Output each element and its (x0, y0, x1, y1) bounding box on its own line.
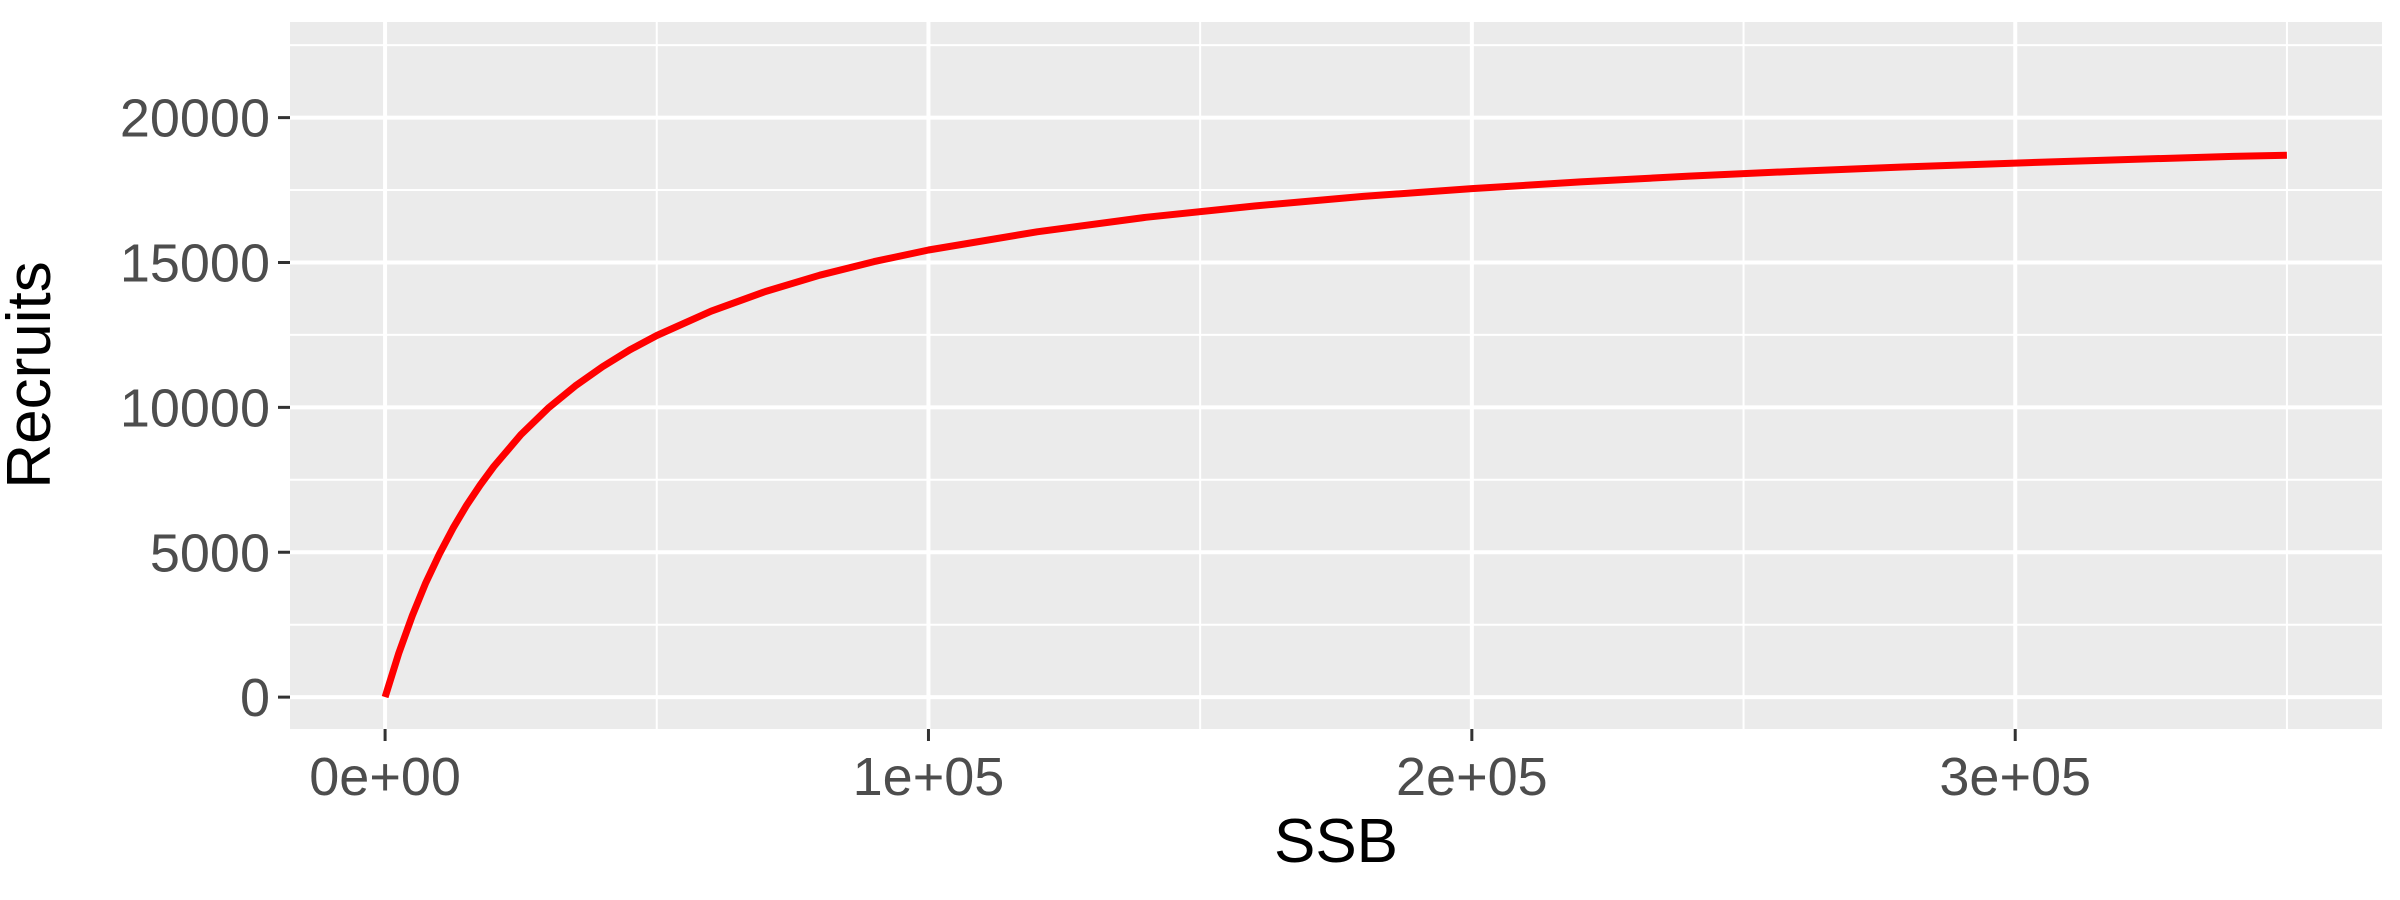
plot-panel (290, 22, 2382, 729)
x-tick-label: 3e+05 (1939, 747, 2091, 807)
y-tick-labels: 0 5000 10000 15000 20000 (120, 89, 270, 729)
minor-gridlines (290, 22, 2382, 729)
y-tick-label: 15000 (120, 233, 270, 293)
series-layer (381, 151, 2287, 699)
y-axis-title: Recruits (0, 261, 64, 488)
x-axis-title: SSB (1274, 807, 1398, 876)
x-tick-label: 0e+00 (309, 747, 461, 807)
major-gridlines (290, 22, 2382, 729)
y-tick-label: 5000 (150, 523, 270, 583)
x-tick-label: 1e+05 (853, 747, 1005, 807)
axis-ticks (278, 116, 2017, 741)
recruits-curve-line (381, 151, 2287, 699)
x-tick-label: 2e+05 (1396, 747, 1548, 807)
y-tick-label: 10000 (120, 378, 270, 438)
y-tick-label: 0 (240, 668, 270, 728)
y-tick-label: 20000 (120, 89, 270, 149)
x-tick-labels: 0e+00 1e+05 2e+05 3e+05 (309, 747, 2091, 807)
